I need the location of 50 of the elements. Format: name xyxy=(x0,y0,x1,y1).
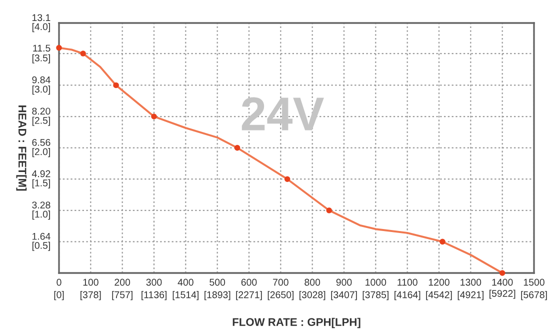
y2-tick-label: [1.0] xyxy=(32,210,50,220)
y2-tick-label: [3.5] xyxy=(32,54,50,64)
x-tick-label: 200 xyxy=(114,278,130,286)
x-axis-title: FLOW RATE : GPH[LPH] xyxy=(232,318,360,328)
x-tick-label: 1200 xyxy=(428,278,450,286)
x-tick-label: 1300 xyxy=(460,278,482,286)
x2-tick-label: [1893] xyxy=(204,291,230,300)
x2-tick-label: [757] xyxy=(112,291,132,300)
x2-tick-label: [3407] xyxy=(331,291,357,300)
x-tick-label: 400 xyxy=(178,278,194,286)
x-tick-label: 100 xyxy=(83,278,98,286)
y-tick-label: 3.28 xyxy=(32,202,50,208)
y2-tick-label: [1.5] xyxy=(32,179,50,188)
y2-tick-label: [3.0] xyxy=(32,86,50,95)
y-tick-label: 1.64 xyxy=(32,232,50,240)
x2-tick-label: [0] xyxy=(54,291,64,300)
y-tick-label: 13.1 xyxy=(32,14,50,22)
x-tick-label: 600 xyxy=(241,278,257,286)
x-tick-label: 900 xyxy=(336,278,352,286)
y-tick-label: 11.5 xyxy=(33,44,50,52)
x2-tick-label: [1514] xyxy=(172,291,198,300)
x-tick-label: 1400 [5922] xyxy=(490,278,516,299)
x2-tick-label: [3028] xyxy=(299,291,326,300)
x-tick-label: 800 xyxy=(304,278,320,286)
x2-tick-label: [3785] xyxy=(362,291,388,300)
y-tick-label: 6.56 xyxy=(32,139,50,146)
x-tick-label: 1000 xyxy=(366,278,386,286)
x2-tick-label: [4921] xyxy=(458,291,484,300)
y-axis-title: HEAD : FEET[M] xyxy=(16,106,27,191)
x-tick-label: 300 xyxy=(146,278,162,286)
y2-tick-label: [2.5] xyxy=(32,116,50,126)
x2-tick-label: [378] xyxy=(80,291,101,300)
x-tick-label: 1100 xyxy=(398,278,418,286)
y-tick-label: 4.92 xyxy=(32,170,50,178)
x2-tick-label: [4164] xyxy=(394,291,420,300)
x-tick-label: 500 xyxy=(210,278,226,286)
y2-tick-label: [2.0] xyxy=(32,148,50,158)
x2-tick-label: [4542] xyxy=(426,291,452,300)
x2-tick-label: [1136] xyxy=(142,291,166,300)
y-tick-label: 9.84 xyxy=(32,76,50,84)
x-tick-label: 1500 xyxy=(524,278,544,286)
y-tick-label: 8.20 xyxy=(32,108,50,115)
x2-tick-label: [2650] xyxy=(268,291,294,300)
y2-tick-label: [0.5] xyxy=(32,242,50,251)
x-tick-label: 0 xyxy=(56,278,62,286)
y2-tick-label: [4.0] xyxy=(32,23,50,32)
x2-tick-label: [5678] xyxy=(521,291,547,300)
x2-tick-label: [2271] xyxy=(236,291,262,300)
x-tick-label: 700 xyxy=(273,278,288,286)
annotation: 24V xyxy=(242,97,324,130)
